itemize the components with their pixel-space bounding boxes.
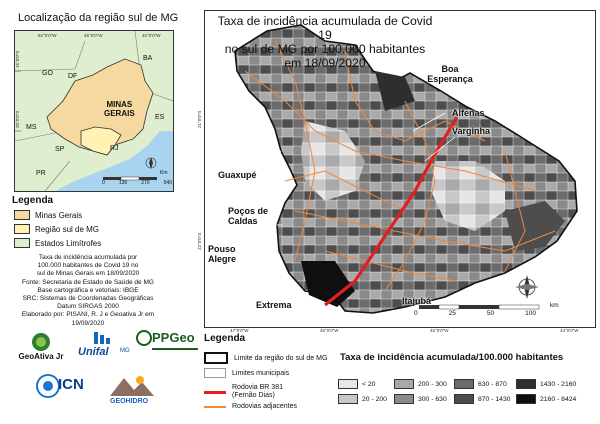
main-legend-title: Legenda [204,333,246,344]
legend-region-boundary [204,352,228,364]
legend-swatch-minas [14,210,30,220]
inset-title: Localização da região sul de MG [18,12,179,24]
city-label-pouso-alegre: Pouso Alegre [208,244,237,264]
city-label-alfenas: Alfenas [452,108,485,118]
incidence-legend-title: Taxa de incidência acumulada/100.000 hab… [340,352,564,363]
legend-br381 [204,390,226,394]
left-legend-item: Região sul de MG [14,224,99,234]
label-go: GO [42,70,53,77]
map-coord-bottom-3: 45°0'0"W [430,328,449,333]
incidence-class: 630 - 870 [454,379,507,389]
icn-logo: ICN [36,370,92,410]
city-label-guaxupe: Guaxupé [218,170,257,180]
map-scale-bar [419,304,540,310]
unifal-logo: Unifal MG [74,330,134,366]
ppgeo-logo: PPGeo [136,330,198,366]
main-legend-item: Rodovias adjacentes [204,403,297,410]
main-map-frame [204,10,596,328]
geohidro-logo: GEOHIDRO [100,370,162,410]
ocean-area [55,131,173,191]
inset-coord-top-2: 46°0'0"W [84,33,103,38]
city-label-pocos-de-caldas: Poços de Caldas [228,206,269,226]
incidence-class: < 20 [338,379,375,389]
municipality-cluster [431,161,505,231]
label-rj: RJ [110,145,119,152]
adjacent-roads [244,40,556,292]
municipality-cluster [301,261,355,307]
city-label-varginha: Varginha [452,126,491,136]
left-legend-title: Legenda [12,195,54,206]
inset-coord-left-1: 15°0'0"S [15,50,20,68]
inset-coord-left-2: 20°0'0"S [15,110,20,128]
br-381-highway [324,116,459,307]
map-title: Taxa de incidência acumulada de Covid 19… [217,14,433,70]
municipality-cluster [505,201,565,251]
map-coord-bottom-4: 44°0'0"W [560,328,579,333]
map-coord-bottom-2: 46°0'0"W [320,328,339,333]
legend-swatch-neighbors [14,238,30,248]
inset-scale-unit: Km [160,170,168,176]
incidence-class: 870 - 1430 [454,394,511,404]
main-legend-item: Limites municipais [204,368,289,378]
map-coord-left-1: 21°0'0"S [197,110,202,128]
inset-scale-labels: 0 135 270 540 [102,180,172,186]
city-label-itajuba: Itajubá [402,296,432,306]
main-map-svg [234,24,578,314]
incidence-class: 300 - 630 [394,394,447,404]
credits-box: Taxa de incidência acumulada por 100.000… [21,254,155,327]
inset-coord-top-1: 52°0'0"W [38,33,57,38]
main-legend-item: Rodovia BR 381 (Fernão Dias) [204,384,294,400]
incidence-class: 200 - 300 [394,379,447,389]
inset-location-map [14,30,174,192]
main-legend-item: Limite da região do sul de MG [204,352,327,364]
city-label-boa-esperanca: Boa Esperança [427,64,473,84]
map-scale-unit: km [550,302,559,309]
legend-swatch-south [14,224,30,234]
minas-gerais-shape [46,58,154,156]
left-legend-item: Minas Gerais [14,210,82,220]
south-mg-shape [80,126,122,156]
map-coord-left-2: 22°0'0"S [197,232,202,250]
label-pr: PR [36,170,46,177]
incidence-class: 2160 - 8424 [516,394,576,404]
map-scale-labels: 0 25 50 100 [414,310,536,317]
inset-coord-top-3: 40°0'0"W [142,33,161,38]
incidence-class: 1430 - 2160 [516,379,576,389]
label-es: ES [155,114,165,121]
legend-municipal-boundary [204,368,226,378]
north-arrow-icon [515,275,539,299]
legend-adjacent-roads [204,405,226,408]
label-sp: SP [55,146,65,153]
inset-state-label: MINAS GERAIS [104,100,135,118]
label-df: DF [68,73,78,80]
city-leader-lines [244,112,456,226]
inset-map-svg [14,30,174,192]
geoativa-logo: GeoAtiva Jr [12,330,70,366]
municipality-cluster [301,121,365,201]
label-ba: BA [143,55,153,62]
city-label-extrema: Extrema [256,300,292,310]
left-legend-item: Estados Limítrofes [14,238,101,248]
map-coord-bottom-1: 47°0'0"W [230,328,249,333]
incidence-class: 20 - 200 [338,394,387,404]
label-ms: MS [26,124,37,131]
